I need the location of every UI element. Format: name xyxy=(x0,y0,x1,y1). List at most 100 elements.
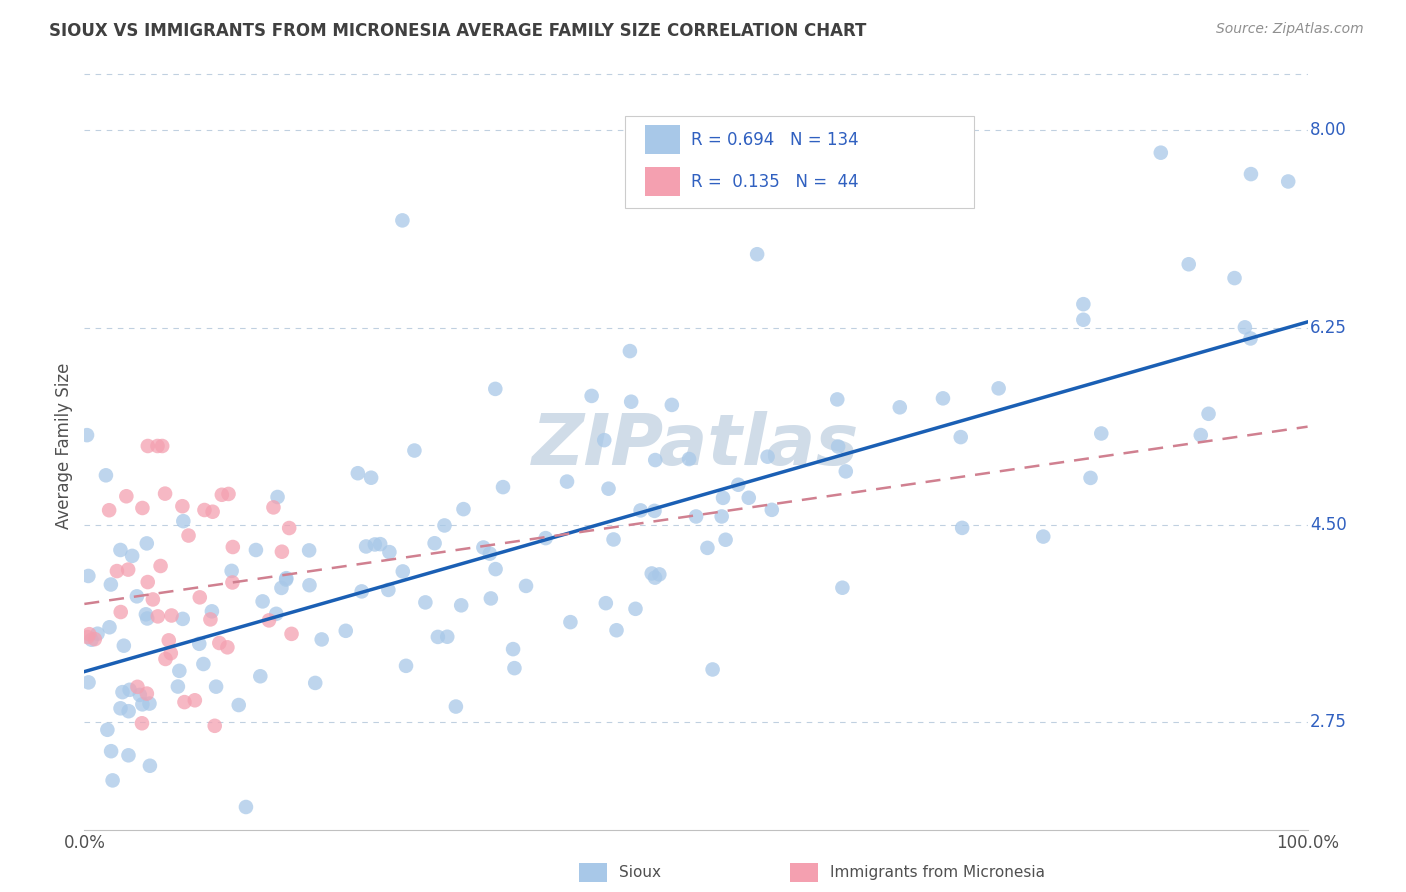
Text: Sioux: Sioux xyxy=(619,865,661,880)
Point xyxy=(149,559,172,574)
Point xyxy=(593,433,616,447)
Point xyxy=(270,581,292,595)
Point xyxy=(83,632,105,647)
Point xyxy=(738,491,761,505)
Point xyxy=(1239,331,1261,345)
Point xyxy=(1233,320,1256,334)
Point xyxy=(761,503,783,517)
Point xyxy=(115,489,138,503)
Point xyxy=(831,581,853,595)
Point xyxy=(157,633,180,648)
Point xyxy=(685,509,707,524)
Point xyxy=(827,440,849,454)
Point xyxy=(221,575,243,590)
Point xyxy=(136,439,159,453)
Point xyxy=(121,549,143,563)
Point xyxy=(436,630,458,644)
Point xyxy=(222,540,245,554)
Point xyxy=(257,614,280,628)
Point xyxy=(661,398,683,412)
Point xyxy=(98,503,121,517)
Point xyxy=(211,488,233,502)
Point xyxy=(630,503,652,517)
Point xyxy=(644,504,666,518)
Point xyxy=(131,698,153,712)
Point xyxy=(492,480,515,494)
Point xyxy=(136,575,159,590)
Point xyxy=(135,536,157,550)
Point xyxy=(889,401,911,415)
Point xyxy=(1032,530,1054,544)
Point xyxy=(377,582,399,597)
Point xyxy=(245,543,267,558)
Point xyxy=(135,607,157,622)
Point xyxy=(1198,407,1220,421)
Point xyxy=(150,439,173,453)
Point xyxy=(172,612,194,626)
Point xyxy=(131,500,153,515)
Point xyxy=(727,477,749,491)
Point xyxy=(252,594,274,608)
Point xyxy=(184,693,207,707)
Point xyxy=(433,518,456,533)
Point xyxy=(98,620,121,634)
Point xyxy=(932,392,955,406)
Point xyxy=(208,636,231,650)
Point xyxy=(274,573,297,587)
Point xyxy=(218,487,240,501)
Point xyxy=(1189,428,1212,442)
Point xyxy=(304,676,326,690)
Point xyxy=(502,642,524,657)
Y-axis label: Average Family Size: Average Family Size xyxy=(55,363,73,529)
Point xyxy=(188,591,211,605)
Point xyxy=(172,500,194,514)
Point xyxy=(555,475,578,489)
Point xyxy=(77,675,100,690)
Point xyxy=(111,685,134,699)
Point xyxy=(110,701,132,715)
Point xyxy=(581,389,603,403)
Point xyxy=(127,680,149,694)
Point xyxy=(205,680,228,694)
Point xyxy=(169,664,191,678)
Text: 4.50: 4.50 xyxy=(1310,516,1347,534)
Point xyxy=(96,723,118,737)
Text: R = 0.694   N = 134: R = 0.694 N = 134 xyxy=(692,130,859,149)
Point xyxy=(415,595,437,609)
Point xyxy=(1090,426,1112,441)
Point xyxy=(112,639,135,653)
Point xyxy=(368,537,391,551)
Point xyxy=(249,669,271,683)
Point xyxy=(710,509,733,524)
Point xyxy=(714,533,737,547)
Point xyxy=(201,505,224,519)
Point xyxy=(311,632,333,647)
Point xyxy=(77,569,100,583)
Point xyxy=(228,698,250,712)
Point xyxy=(335,624,357,638)
Point xyxy=(160,608,183,623)
Point xyxy=(276,571,298,585)
Point xyxy=(644,571,666,585)
Point xyxy=(76,630,98,644)
Point xyxy=(139,758,162,772)
Point xyxy=(450,599,472,613)
Point xyxy=(266,490,288,504)
Point xyxy=(747,247,769,261)
Point xyxy=(173,695,195,709)
Point xyxy=(201,604,224,618)
Point xyxy=(278,521,301,535)
Point xyxy=(756,450,779,464)
Point xyxy=(1073,297,1095,311)
Point xyxy=(146,609,169,624)
Point xyxy=(142,592,165,607)
Point xyxy=(560,615,582,629)
Point xyxy=(298,578,321,592)
Point xyxy=(1277,174,1299,188)
Text: ZIPatlas: ZIPatlas xyxy=(533,411,859,481)
Point xyxy=(641,566,664,581)
Point xyxy=(620,394,643,409)
Point xyxy=(595,596,617,610)
Point xyxy=(602,533,624,547)
Point xyxy=(644,453,666,467)
